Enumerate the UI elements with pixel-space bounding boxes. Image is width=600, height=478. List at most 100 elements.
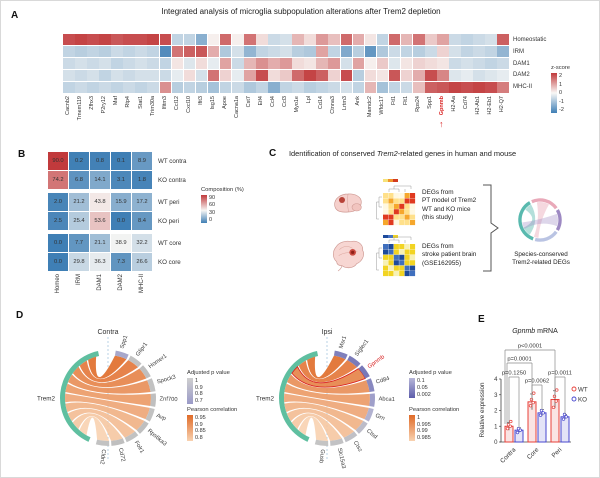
thumb-cell	[399, 244, 405, 250]
heatmap-cell	[352, 58, 365, 69]
heatmap-cell	[256, 46, 268, 57]
gene-arc-gpnmb	[358, 365, 370, 379]
legend-ticks: 0.95 0.9 0.85 0.8	[195, 415, 206, 441]
column-label-cst7: Cst7	[246, 96, 253, 108]
heatmap-cell	[400, 58, 413, 69]
thumb-cell	[410, 214, 416, 220]
legend-tick: 0.1	[417, 378, 425, 384]
composition-cell: 0.1	[111, 152, 131, 170]
gene-arc-cldn2	[95, 439, 110, 446]
heatmap-cell	[328, 46, 341, 57]
text-line: WT and KO mice	[422, 205, 471, 213]
chord-ribbon	[523, 204, 536, 235]
heatmap-cell	[135, 82, 147, 93]
gene-label-grn: Grn	[374, 413, 385, 422]
chord-gpnmb	[291, 365, 366, 388]
heatmap-cell	[135, 46, 147, 57]
focus-label: Trem2	[37, 396, 55, 403]
heatmap-cell	[244, 58, 256, 69]
heatmap-cell	[316, 70, 328, 81]
x-label-core: Core	[526, 446, 541, 461]
heatmap-cell	[207, 70, 220, 81]
thumb-cell	[404, 249, 410, 255]
bar-core-ko	[537, 412, 547, 443]
heatmap-cell	[159, 34, 172, 45]
composition-cell: 26.6	[132, 253, 152, 271]
thumb-colorbar	[393, 179, 398, 182]
heatmap-cell	[461, 82, 473, 93]
thumb-cell	[393, 220, 399, 226]
composition-cell: 25.4	[69, 212, 89, 230]
legend-tick: 0.95	[195, 415, 206, 421]
composition-cell: 3.1	[111, 171, 131, 189]
heatmap-cell	[171, 82, 184, 93]
legend-tick: 0.05	[417, 384, 428, 391]
thumb-cell	[388, 265, 394, 271]
p-value-label: p=0.0001	[507, 357, 531, 363]
thumb-cell	[410, 265, 416, 271]
heatmap-cell	[497, 82, 509, 93]
composition-cell: 36.3	[90, 253, 110, 271]
lesion-core	[351, 250, 355, 254]
row-label-dam2: DAM2	[513, 72, 530, 79]
column-label-ifitm3: Ifitm3	[161, 96, 168, 110]
heatmap-cell	[304, 70, 316, 81]
p-value-label: p=0.0011	[548, 371, 572, 377]
data-point	[554, 399, 558, 403]
heatmap-cell	[412, 46, 425, 57]
legend-tick: 0.002	[417, 391, 431, 398]
legend-tick: 0.995	[417, 421, 431, 428]
thumb-cell	[388, 193, 394, 199]
data-point	[516, 426, 521, 431]
heatmap-cell	[123, 58, 135, 69]
legend-tick: 0.99	[417, 428, 428, 435]
legend-body: 2 1 0 -1 -2	[551, 73, 570, 113]
heatmap-cell	[99, 46, 111, 57]
thumb-cell	[393, 244, 399, 250]
heatmap-cell	[340, 70, 353, 81]
cerebellum	[351, 203, 362, 212]
heatmap-cell	[244, 82, 256, 93]
gene-arc-spp1	[114, 350, 129, 360]
thumb-cell	[393, 249, 399, 255]
thumb-cell	[399, 198, 405, 204]
thumb-cell	[393, 209, 399, 215]
heatmap-cell	[99, 70, 111, 81]
heatmap-cell	[485, 34, 497, 45]
legend-tick: 0	[209, 216, 213, 223]
x-label-peri: Peri	[551, 446, 564, 459]
mouse-brain-icon	[334, 193, 362, 213]
data-point	[561, 417, 566, 421]
composition-cell: 90.0	[48, 152, 68, 170]
column-label-tmem119: Tmem119	[77, 96, 84, 121]
heatmap-cell	[400, 46, 413, 57]
legend-colorbar	[201, 195, 207, 223]
heatmap-cell	[75, 34, 87, 45]
heatmap-cell	[352, 34, 365, 45]
heatmap-cell	[449, 34, 461, 45]
heatmap-cell	[87, 34, 99, 45]
thumb-cell	[383, 198, 389, 204]
thumb-cell	[383, 203, 389, 209]
chord-rps6ka3	[65, 402, 145, 431]
legend-body: 0.1 0.05 0.002	[409, 378, 452, 398]
column-label-p2ry12: P2ry12	[101, 96, 108, 114]
thumb-cell	[388, 220, 394, 226]
heatmap-cell	[473, 82, 485, 93]
legend-tick: -2	[559, 107, 564, 113]
composition-cell: 43.8	[90, 193, 110, 211]
column-label-h2-ab1: H2-Ab1	[475, 96, 482, 115]
thumb-cell	[410, 193, 416, 199]
heatmap-cell	[280, 34, 292, 45]
title-part: Identification of conserved	[289, 149, 377, 158]
chord-ctsz	[286, 408, 355, 438]
gene-arc-slc15a3	[330, 438, 344, 446]
heatmap-cell	[328, 58, 341, 69]
composition-cell: 15.9	[111, 193, 131, 211]
column-label-ftl1: Ftl1	[390, 96, 397, 106]
thumb-cell	[404, 209, 410, 215]
heatmap-cell	[352, 46, 365, 57]
chord-slc15a3	[291, 413, 342, 441]
heatmap-cell	[316, 82, 328, 93]
heatmap-cell	[171, 34, 184, 45]
